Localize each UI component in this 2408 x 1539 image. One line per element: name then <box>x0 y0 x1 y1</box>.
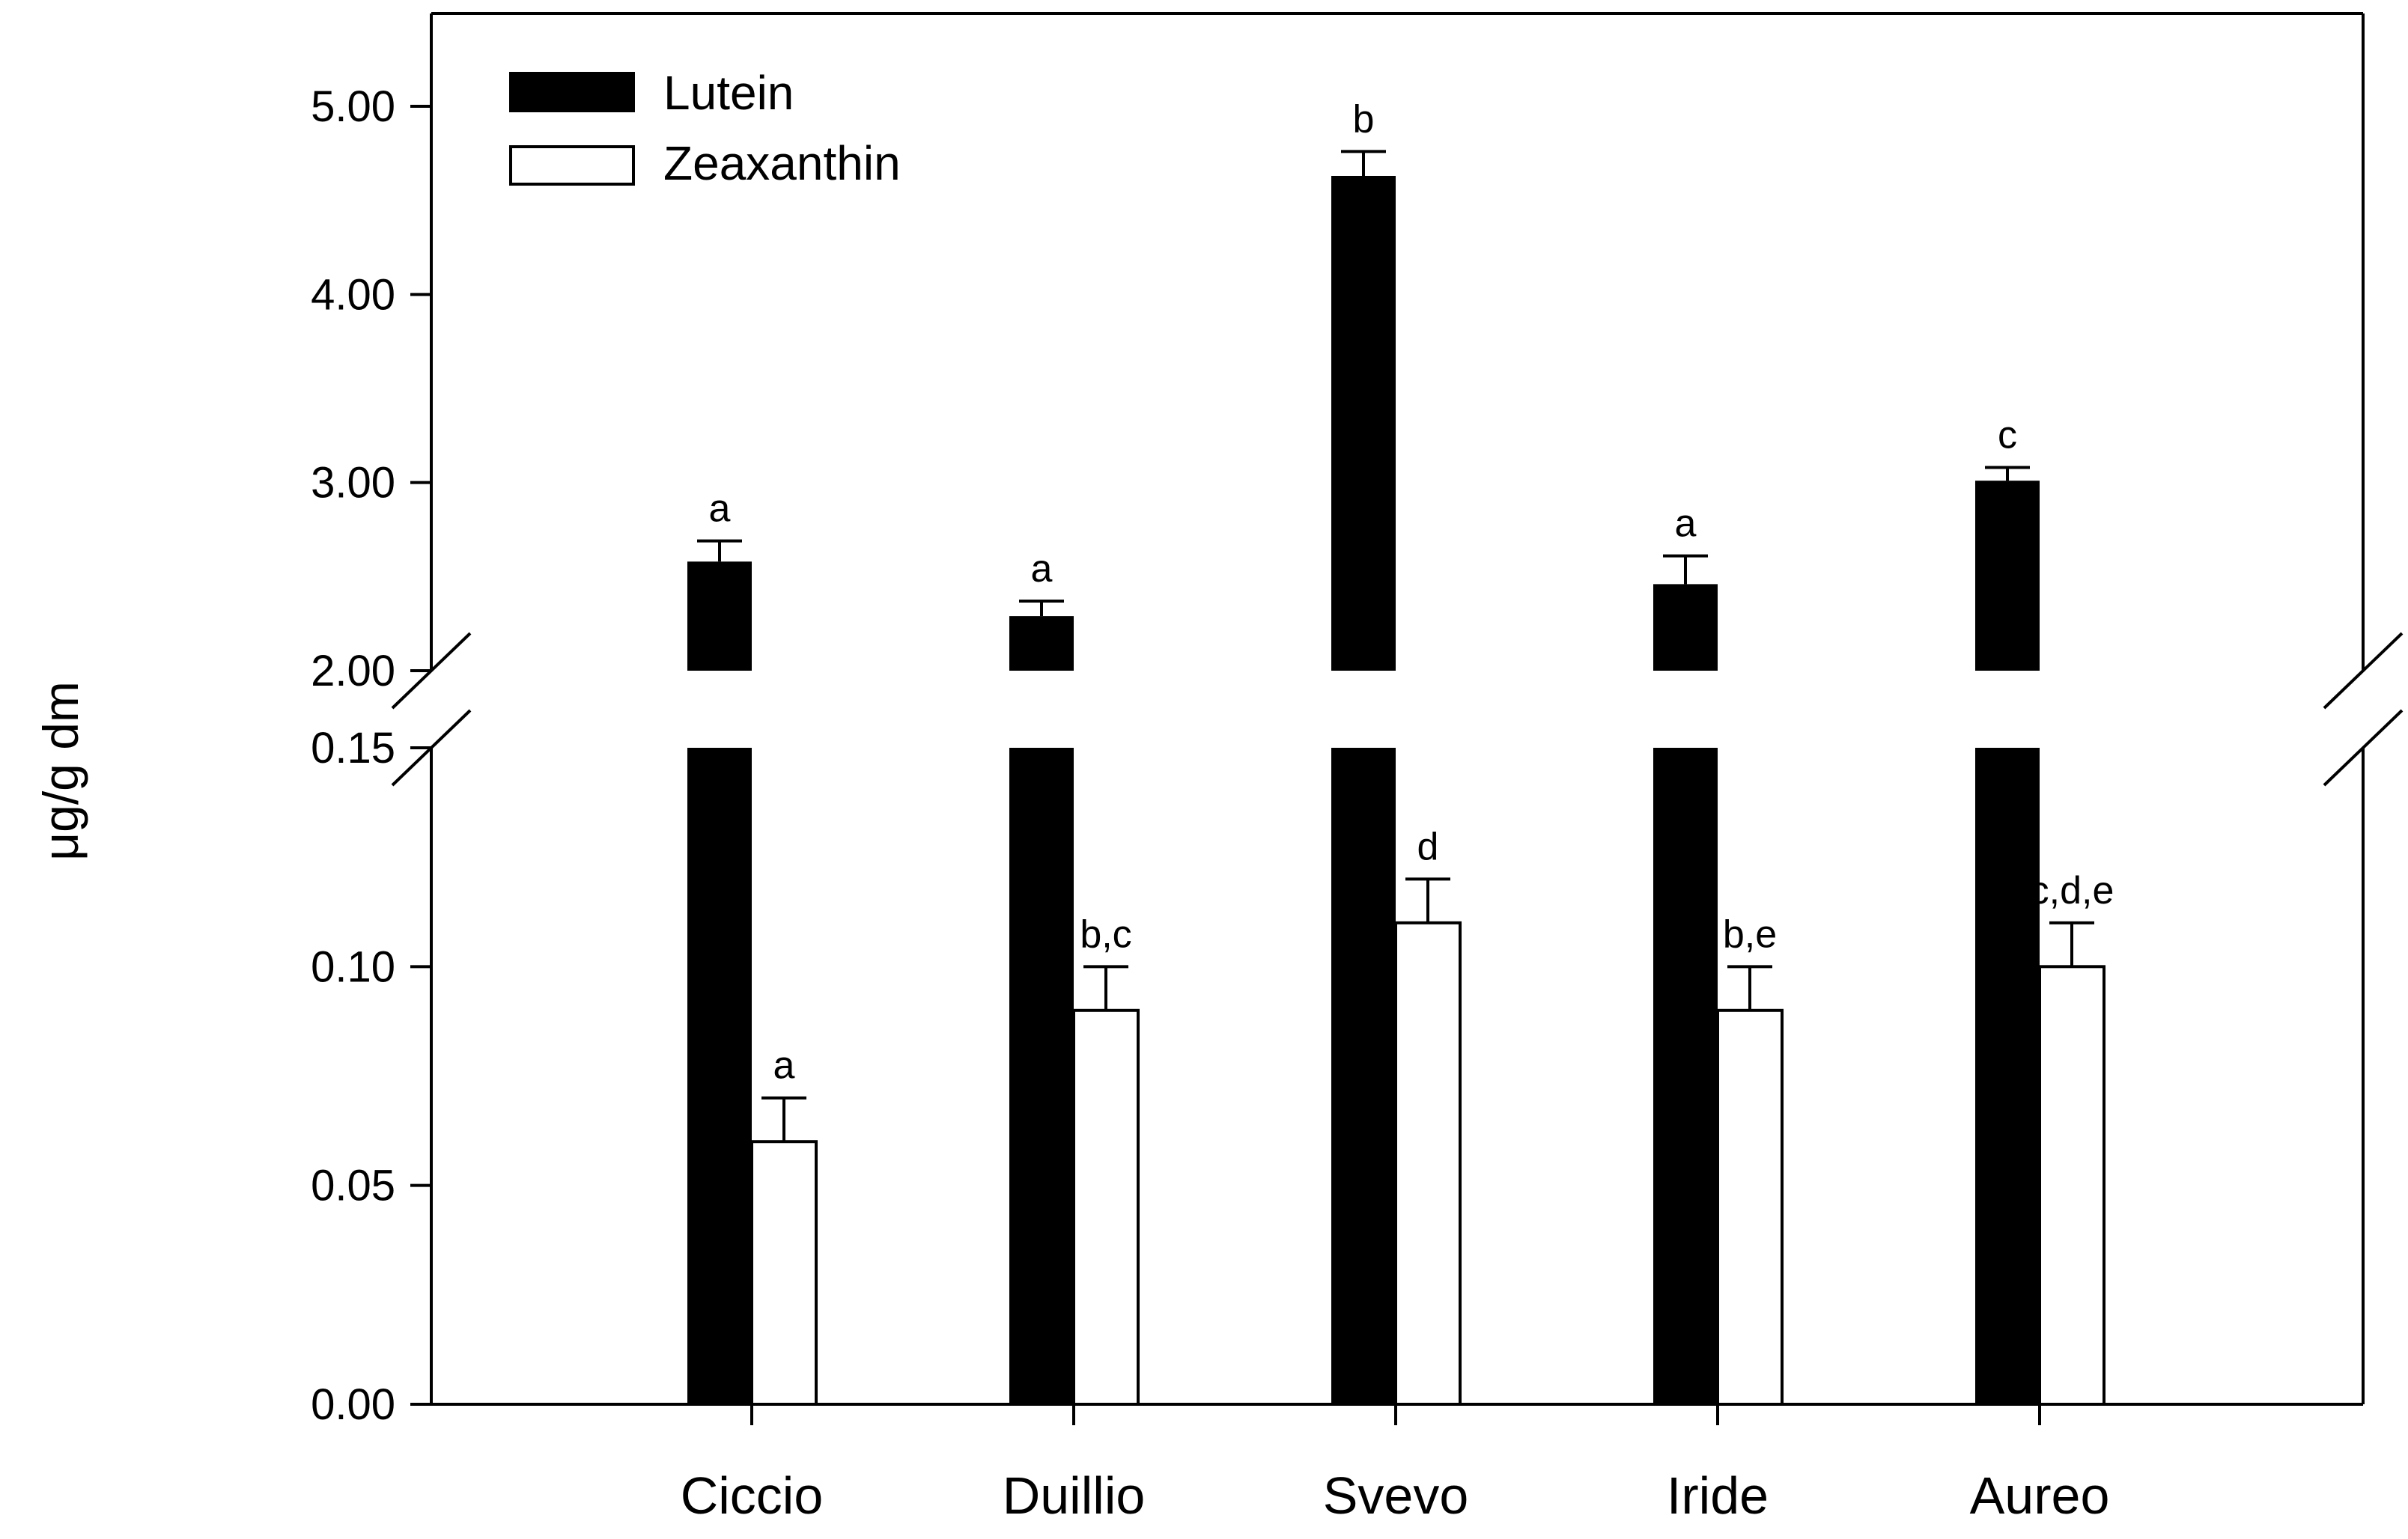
lutein-significance-label: a <box>709 487 731 531</box>
x-tick-label: Iride <box>1667 1466 1769 1525</box>
lutein-bar-lower <box>1331 748 1396 1404</box>
y-axis-title: μg/g dm <box>33 681 88 861</box>
zeaxanthin-significance-label: a <box>773 1044 795 1088</box>
y-tick-label: 0.15 <box>311 724 395 772</box>
x-axis: Ciccio Duillio Svevo Iride Aureo <box>681 1404 2110 1525</box>
bars: a a a b,c b d a b,e c c,d,e <box>687 97 2114 1407</box>
y-tick-label: 0.05 <box>311 1162 395 1210</box>
zeaxanthin-bar <box>1072 1008 1140 1407</box>
lutein-bar-lower <box>1653 748 1718 1404</box>
x-tick-label: Ciccio <box>681 1466 824 1525</box>
legend-swatch-lutein <box>509 72 635 112</box>
zeaxanthin-bar <box>1716 1008 1784 1407</box>
zeaxanthin-bar <box>750 1140 818 1406</box>
lutein-bar-lower <box>1975 748 2040 1404</box>
lutein-bar-upper <box>687 561 752 671</box>
zeaxanthin-bar <box>2038 965 2106 1407</box>
y-tick-label: 5.00 <box>311 82 395 131</box>
lutein-bar-upper <box>1331 175 1396 671</box>
y-tick-label: 0.00 <box>311 1380 395 1429</box>
zeaxanthin-significance-label: b,e <box>1723 912 1777 956</box>
y-tick-label: 0.10 <box>311 942 395 991</box>
lutein-bar-upper <box>1653 584 1718 671</box>
x-tick-label: Duillio <box>1003 1466 1146 1525</box>
zeaxanthin-significance-label: d <box>1417 825 1439 868</box>
lutein-significance-label: c <box>1998 414 2017 457</box>
x-tick-label: Aureo <box>1970 1466 2110 1525</box>
legend-label-lutein: Lutein <box>663 66 794 120</box>
y-tick-label: 2.00 <box>311 647 395 695</box>
axis-break-marks <box>391 632 2404 787</box>
break-mark <box>2323 709 2404 787</box>
y-tick-label: 4.00 <box>311 270 395 319</box>
x-tick-label: Svevo <box>1323 1466 1469 1525</box>
lutein-significance-label: a <box>1031 547 1053 591</box>
lutein-bar-lower <box>687 748 752 1404</box>
lutein-bar-lower <box>1009 748 1074 1404</box>
break-mark <box>391 632 472 710</box>
lutein-significance-label: b <box>1353 97 1375 141</box>
zeaxanthin-significance-label: c,d,e <box>2030 869 2114 912</box>
zeaxanthin-bar <box>1394 921 1462 1407</box>
legend-label-zeaxanthin: Zeaxanthin <box>663 136 901 190</box>
lutein-bar-upper <box>1009 616 1074 671</box>
break-mark <box>391 709 472 787</box>
legend: Lutein Zeaxanthin <box>509 66 901 190</box>
zeaxanthin-significance-label: b,c <box>1080 912 1131 956</box>
break-mark <box>2323 632 2404 710</box>
lutein-bar-upper <box>1975 481 2040 671</box>
lutein-significance-label: a <box>1675 502 1697 546</box>
y-axis: 2.00 3.00 4.00 5.00 0.00 0.05 0.10 0.15 <box>311 82 431 1429</box>
y-tick-label: 3.00 <box>311 459 395 508</box>
legend-swatch-zeaxanthin <box>509 145 635 186</box>
